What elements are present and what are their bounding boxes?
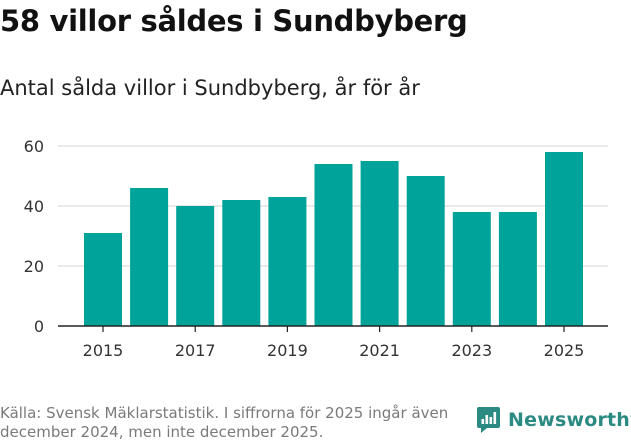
bar-2024 [498,212,537,326]
x-tick-label: 2019 [267,341,308,360]
y-tick-label: 0 [34,317,44,336]
bar-2018 [222,200,261,326]
bar-2025 [545,152,583,326]
bar-2021 [360,161,399,326]
bar-2022 [406,176,445,326]
x-tick-label: 2017 [175,341,216,360]
bars [84,152,583,326]
bar-2019 [268,197,307,326]
x-tick-label: 2021 [359,341,400,360]
bar-2016 [130,188,169,326]
source-note: Källa: Svensk Mäklarstatistik. I siffror… [0,404,449,441]
newsworthy-logo-icon [477,407,500,433]
chart-title: 58 villor såldes i Sundbyberg [0,4,468,38]
bar-chart: 0 20 40 60 2015 2017 2019 2021 2023 2025 [24,137,608,360]
x-tick-label: 2015 [83,341,124,360]
bar-2017 [176,206,215,326]
x-tick-label: 2025 [544,341,585,360]
chart-subtitle: Antal sålda villor i Sundbyberg, år för … [0,76,420,100]
bar-2015 [84,233,122,326]
y-tick-label: 20 [24,257,44,276]
x-tick-label: 2023 [451,341,492,360]
brand-logo[interactable]: Newsworthy [476,406,631,434]
bar-2020 [314,164,353,326]
axes: 0 20 40 60 2015 2017 2019 2021 2023 2025 [24,137,608,360]
brand-name: Newsworthy [508,409,631,431]
bar-2023 [452,212,491,326]
y-tick-label: 40 [24,197,44,216]
y-tick-label: 60 [24,137,44,156]
